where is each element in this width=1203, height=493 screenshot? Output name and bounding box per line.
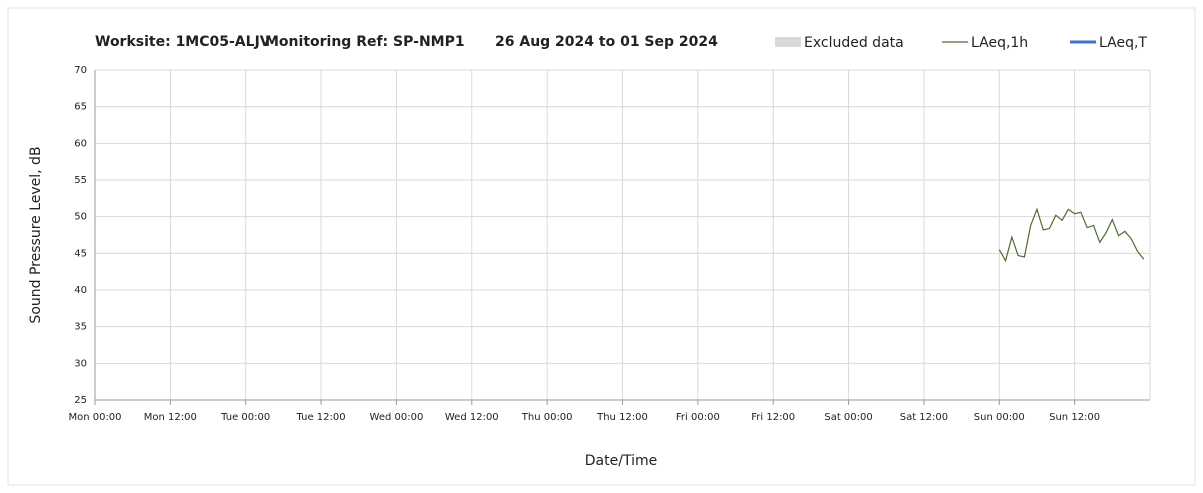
chart-title: 26 Aug 2024 to 01 Sep 2024 [495, 34, 718, 50]
legend-swatch [775, 37, 801, 47]
y-tick-label: 70 [74, 65, 87, 76]
y-tick-label: 65 [74, 102, 87, 113]
x-tick-label: Wed 00:00 [370, 412, 424, 423]
x-tick-label: Thu 00:00 [521, 412, 573, 423]
x-tick-label: Wed 12:00 [445, 412, 499, 423]
x-axis-title: Date/Time [585, 453, 657, 469]
y-tick-label: 55 [74, 175, 87, 186]
y-tick-label: 35 [74, 322, 87, 333]
x-tick-label: Fri 12:00 [751, 412, 795, 423]
y-tick-label: 30 [74, 358, 87, 369]
y-axis-title: Sound Pressure Level, dB [28, 146, 44, 323]
x-tick-label: Tue 12:00 [296, 412, 346, 423]
x-tick-label: Tue 00:00 [220, 412, 270, 423]
x-tick-label: Mon 12:00 [144, 412, 197, 423]
x-tick-label: Sat 00:00 [824, 412, 872, 423]
legend-label: Excluded data [804, 35, 904, 51]
data-line [998, 207, 1145, 263]
chart-frame [7, 7, 1196, 486]
chart-title: Worksite: 1MC05-ALJV [95, 34, 271, 50]
y-tick-label: 25 [74, 395, 87, 406]
y-tick-label: 60 [74, 138, 87, 149]
x-tick-label: Sun 00:00 [974, 412, 1025, 423]
legend-label: LAeq,T [1099, 35, 1147, 51]
x-tick-label: Sun 12:00 [1049, 412, 1100, 423]
y-tick-label: 45 [74, 248, 87, 259]
x-tick-label: Mon 00:00 [68, 412, 121, 423]
x-tick-label: Fri 00:00 [676, 412, 720, 423]
y-tick-label: 50 [74, 212, 87, 223]
chart-title: Monitoring Ref: SP-NMP1 [265, 34, 465, 50]
x-tick-label: Thu 12:00 [596, 412, 648, 423]
y-tick-label: 40 [74, 285, 87, 296]
x-tick-label: Sat 12:00 [900, 412, 948, 423]
legend-label: LAeq,1h [971, 35, 1028, 51]
